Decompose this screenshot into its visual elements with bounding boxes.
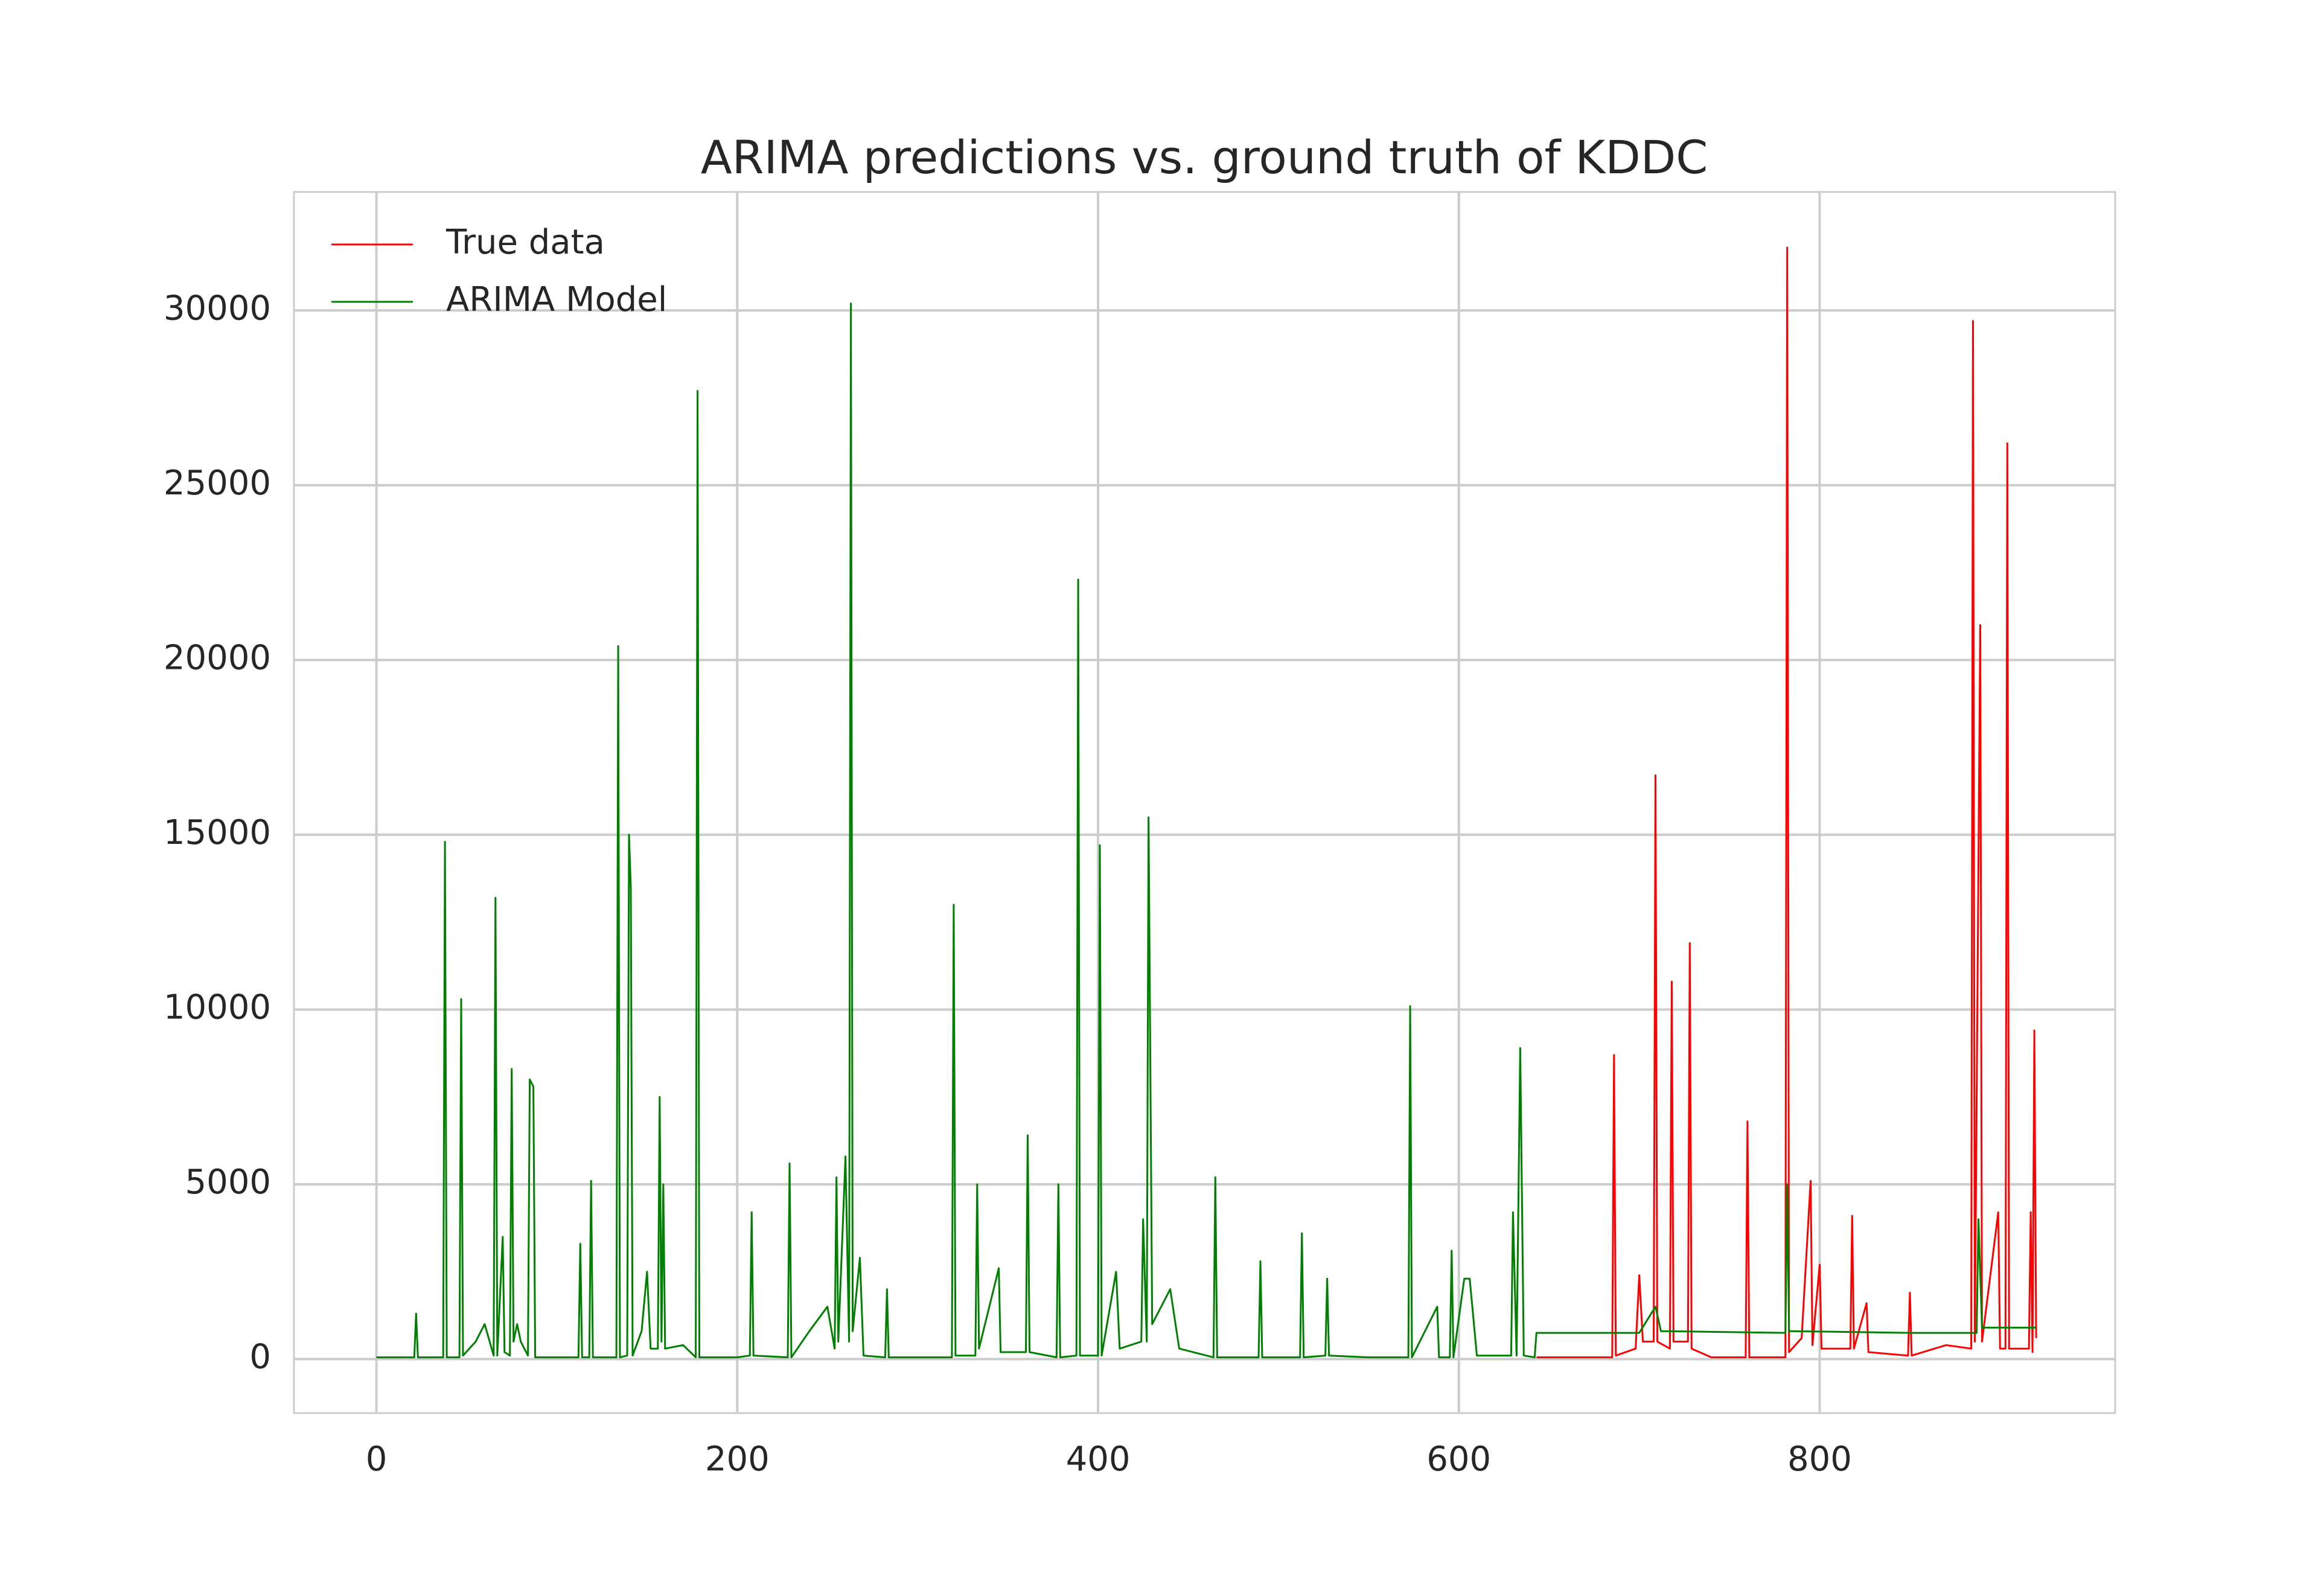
y-tick-label: 10000 [164, 988, 271, 1027]
y-tick-label: 20000 [164, 639, 271, 678]
y-tick-label: 0 [249, 1338, 271, 1377]
data-line [1536, 246, 2037, 1359]
data-line [376, 302, 2037, 1359]
legend-label: ARIMA Model [446, 280, 667, 319]
x-tick-label: 200 [705, 1440, 770, 1479]
y-tick-label: 25000 [164, 464, 271, 503]
legend-label: True data [445, 223, 605, 262]
y-tick-label: 5000 [185, 1163, 271, 1202]
plot-frame [293, 191, 2116, 1414]
x-tick-label: 400 [1066, 1440, 1131, 1479]
x-tick-label: 800 [1787, 1440, 1852, 1479]
y-tick-label: 30000 [164, 289, 271, 328]
x-tick-label: 600 [1426, 1440, 1491, 1479]
chart-title: ARIMA predictions vs. ground truth of KD… [701, 130, 1708, 184]
x-tick-label: 0 [366, 1440, 388, 1479]
y-tick-label: 15000 [164, 813, 271, 852]
